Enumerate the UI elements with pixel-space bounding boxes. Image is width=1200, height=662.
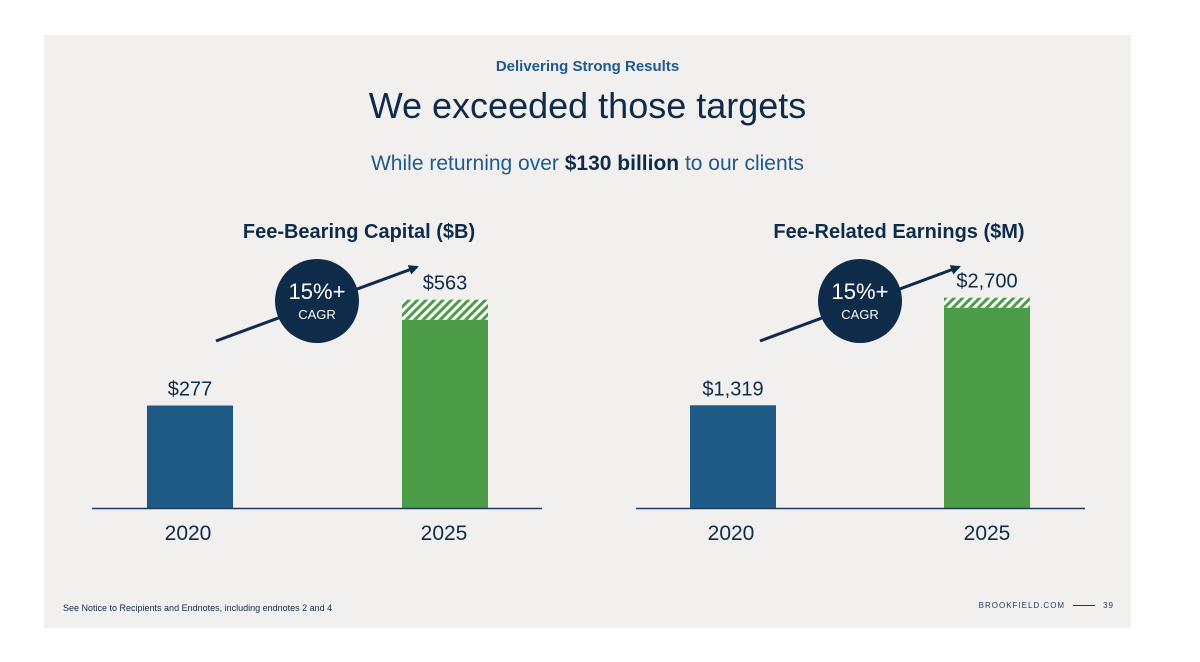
chart1-bar-2025 <box>402 319 488 508</box>
chart1-value-label-2025: $563 <box>423 273 468 295</box>
chart1-cagr-value: 15%+ <box>289 279 346 304</box>
brand-footer: BROOKFIELD.COM 39 <box>979 601 1114 610</box>
chart2-value-label-2025: $2,700 <box>956 271 1017 293</box>
slide: Delivering Strong Results We exceeded th… <box>44 35 1131 628</box>
footnote: See Notice to Recipients and Endnotes, i… <box>63 603 333 613</box>
subtitle: While returning over $130 billion to our… <box>44 152 1131 176</box>
chart2-value-label-2020: $1,319 <box>702 378 763 400</box>
chart2-bar-hatch-2025 <box>944 297 1030 308</box>
page-number: 39 <box>1103 601 1114 610</box>
brand-name: BROOKFIELD.COM <box>978 601 1066 610</box>
chart1-bar-hatch-2025 <box>402 299 488 320</box>
chart2-cagr-value: 15%+ <box>832 279 889 304</box>
chart-title-fee-related-earnings: Fee-Related Earnings ($M) <box>773 221 1025 243</box>
chart2-tick-label-2020: 2020 <box>708 522 755 545</box>
eyebrow-label: Delivering Strong Results <box>495 58 680 75</box>
chart2-bar-2020 <box>690 405 776 508</box>
chart1-cagr-badge <box>275 259 359 343</box>
chart2-cagr-label: CAGR <box>841 307 879 322</box>
chart1-tick-label-2020: 2020 <box>165 522 212 545</box>
subtitle-pre: While returning over <box>370 152 565 175</box>
chart2-bar-2025 <box>944 307 1030 508</box>
page-title: We exceeded those targets <box>368 85 807 126</box>
chart1-bar-2020 <box>147 405 233 508</box>
subtitle-post: to our clients <box>679 152 805 175</box>
chart1-tick-label-2025: 2025 <box>421 522 468 545</box>
charts-canvas: $277 2020 $563 2025 15%+ CAGR $1,319 2020 $2,700… <box>92 259 1085 545</box>
chart1-cagr-label: CAGR <box>298 307 336 322</box>
brand-divider <box>1073 605 1096 606</box>
chart2-cagr-badge <box>818 259 902 343</box>
chart-title-fee-bearing-capital: Fee-Bearing Capital ($B) <box>242 221 476 243</box>
chart2-tick-label-2025: 2025 <box>964 522 1011 545</box>
chart1-value-label-2020: $277 <box>168 379 213 401</box>
subtitle-highlight: $130 billion <box>564 152 680 175</box>
